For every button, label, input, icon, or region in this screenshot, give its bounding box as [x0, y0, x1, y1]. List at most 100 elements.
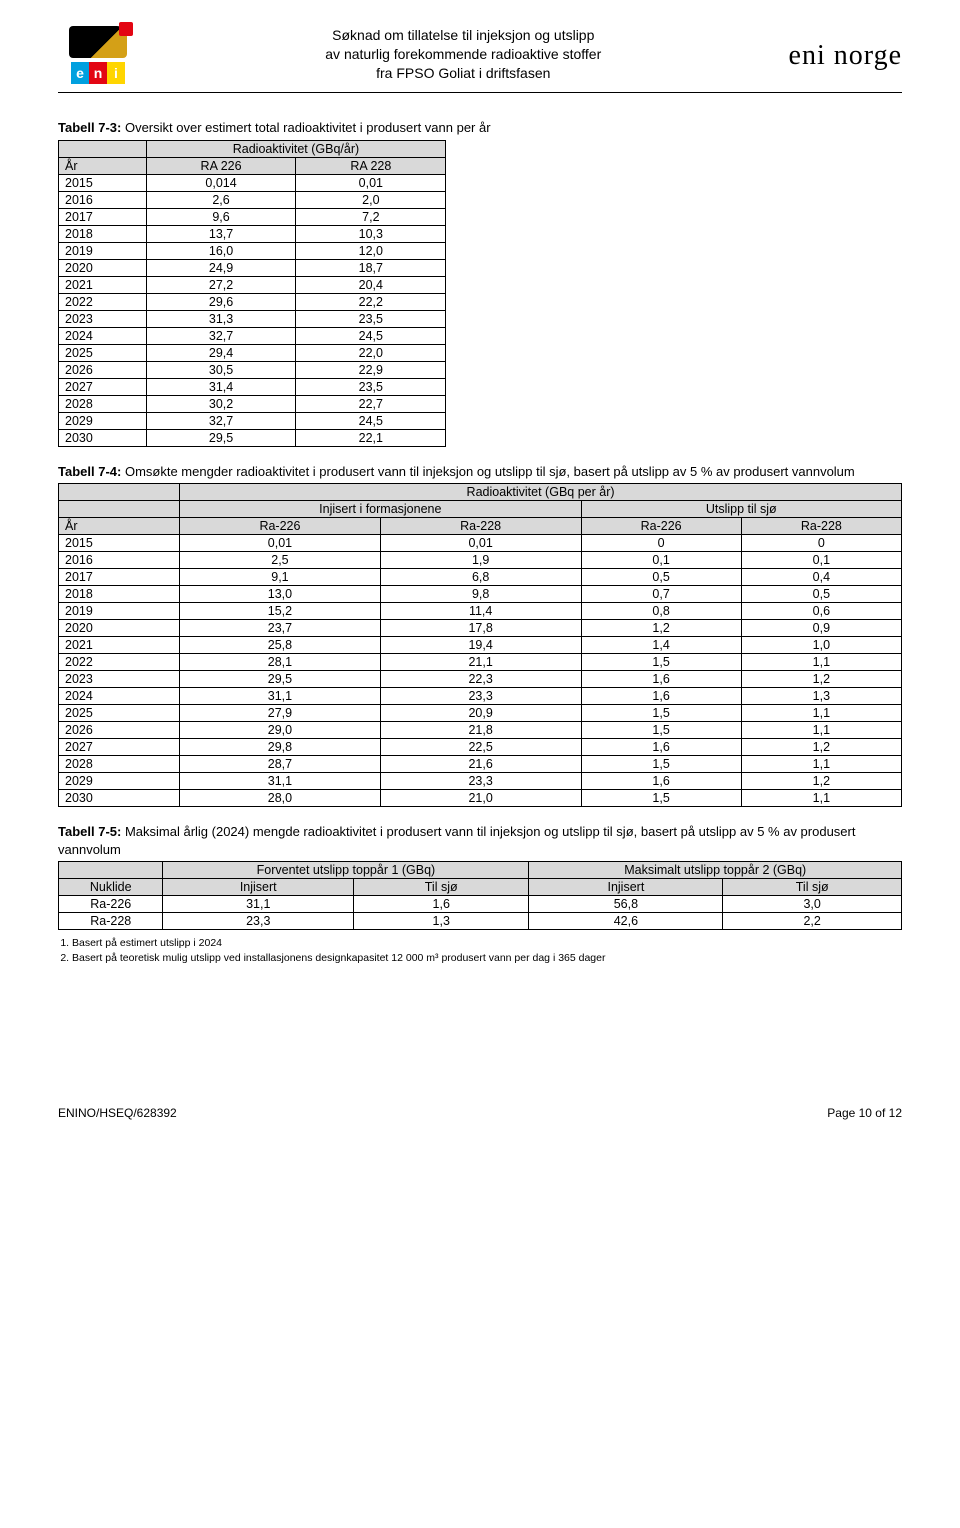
table-cell: 2023 — [59, 310, 147, 327]
table-cell: 1,1 — [741, 756, 901, 773]
table-cell: 28,7 — [180, 756, 381, 773]
table-cell: 32,7 — [146, 327, 296, 344]
table-cell: 0,01 — [380, 535, 581, 552]
table-cell: 2018 — [59, 586, 180, 603]
caption-text: Oversikt over estimert total radioaktivi… — [121, 120, 490, 135]
table-7-4-caption: Tabell 7-4: Omsøkte mengder radioaktivit… — [58, 463, 902, 481]
table-row: 202529,422,0 — [59, 344, 446, 361]
title-line-1: Søknad om tillatelse til injeksjon og ut… — [148, 26, 779, 45]
table-cell: 2017 — [59, 208, 147, 225]
table-row: 202731,423,5 — [59, 378, 446, 395]
table-cell: 2,0 — [296, 191, 446, 208]
table-row: 202932,724,5 — [59, 412, 446, 429]
table-cell: 1,5 — [581, 722, 741, 739]
table-cell: 2028 — [59, 395, 147, 412]
table-cell: 29,5 — [180, 671, 381, 688]
table-cell: 0,5 — [741, 586, 901, 603]
table-row: 202629,021,81,51,1 — [59, 722, 902, 739]
table-cell: 10,3 — [296, 225, 446, 242]
table-cell: 24,9 — [146, 259, 296, 276]
table-row: 202630,522,9 — [59, 361, 446, 378]
table-row: 20162,51,90,10,1 — [59, 552, 902, 569]
t75-col-inj1: Injisert — [163, 879, 354, 896]
table-cell: 1,6 — [581, 739, 741, 756]
eni-dog-icon — [69, 26, 127, 58]
table-row: 202125,819,41,41,0 — [59, 637, 902, 654]
t74-col-2: Ra-226 — [581, 518, 741, 535]
table-cell: 21,6 — [380, 756, 581, 773]
table-row: Ra-22823,31,342,62,2 — [59, 913, 902, 930]
t75-head-a: Forventet utslipp toppår 1 (GBq) — [163, 862, 529, 879]
table-row: 202527,920,91,51,1 — [59, 705, 902, 722]
table-cell: 27,9 — [180, 705, 381, 722]
table-cell: 2023 — [59, 671, 180, 688]
table-cell: 15,2 — [180, 603, 381, 620]
eni-letter-e: e — [71, 62, 89, 84]
table-cell: 2016 — [59, 552, 180, 569]
footer-page-num: Page 10 of 12 — [827, 1106, 902, 1120]
table-cell: 0,9 — [741, 620, 901, 637]
table-cell: 7,2 — [296, 208, 446, 225]
table-cell: 1,1 — [741, 722, 901, 739]
table-row: 202329,522,31,61,2 — [59, 671, 902, 688]
table-cell: 23,5 — [296, 310, 446, 327]
table-cell: 2016 — [59, 191, 147, 208]
t75-col-inj2: Injisert — [529, 879, 723, 896]
caption-text: Omsøkte mengder radioaktivitet i produse… — [121, 464, 854, 479]
table-cell: 9,8 — [380, 586, 581, 603]
table-row: 202431,123,31,61,3 — [59, 688, 902, 705]
table-cell: 9,6 — [146, 208, 296, 225]
table-cell: 2021 — [59, 276, 147, 293]
table-cell: 1,5 — [581, 705, 741, 722]
title-line-3: fra FPSO Goliat i driftsfasen — [148, 64, 779, 83]
t74-col-0: Ra-226 — [180, 518, 381, 535]
table-cell: 6,8 — [380, 569, 581, 586]
table-7-5-footnotes: Basert på estimert utslipp i 2024 Basert… — [58, 936, 902, 965]
table-cell: 1,3 — [354, 913, 529, 930]
table-row: 203028,021,01,51,1 — [59, 790, 902, 807]
table-cell: 21,8 — [380, 722, 581, 739]
table-cell: 22,9 — [296, 361, 446, 378]
table-row: 202931,123,31,61,2 — [59, 773, 902, 790]
table-cell: 29,4 — [146, 344, 296, 361]
table-cell: 23,3 — [163, 913, 354, 930]
eni-letter-i: i — [107, 62, 125, 84]
table-7-3-caption: Tabell 7-3: Oversikt over estimert total… — [58, 119, 902, 137]
table-cell: 1,0 — [741, 637, 901, 654]
table-7-4: Radioaktivitet (GBq per år) Injisert i f… — [58, 483, 902, 807]
table-cell: 2,6 — [146, 191, 296, 208]
table-cell: 0 — [741, 535, 901, 552]
caption-bold: Tabell 7-5: — [58, 824, 121, 839]
table-row: Ra-22631,11,656,83,0 — [59, 896, 902, 913]
table-cell: Ra-226 — [59, 896, 163, 913]
table-cell: 1,2 — [581, 620, 741, 637]
table-cell: 19,4 — [380, 637, 581, 654]
t74-col-1: Ra-228 — [380, 518, 581, 535]
table-cell: 2,5 — [180, 552, 381, 569]
table-cell: 1,3 — [741, 688, 901, 705]
table-cell: 22,1 — [296, 429, 446, 446]
table-cell: 11,4 — [380, 603, 581, 620]
eni-wordmark: e n i — [71, 62, 125, 84]
table-row: 20150,0140,01 — [59, 174, 446, 191]
table-cell: 1,2 — [741, 739, 901, 756]
t73-col-year: År — [59, 157, 147, 174]
t73-col-ra228: RA 228 — [296, 157, 446, 174]
eni-logo-left: e n i — [58, 26, 138, 84]
table-cell: 56,8 — [529, 896, 723, 913]
page-footer: ENINO/HSEQ/628392 Page 10 of 12 — [58, 1106, 902, 1120]
table-cell: 23,7 — [180, 620, 381, 637]
table-cell: 0,8 — [581, 603, 741, 620]
table-cell: 22,2 — [296, 293, 446, 310]
table-cell: 13,0 — [180, 586, 381, 603]
table-cell: 1,2 — [741, 671, 901, 688]
table-cell: 13,7 — [146, 225, 296, 242]
caption-bold: Tabell 7-3: — [58, 120, 121, 135]
table-row: 20179,16,80,50,4 — [59, 569, 902, 586]
table-cell: 24,5 — [296, 327, 446, 344]
table-cell: 2030 — [59, 790, 180, 807]
t75-col-sea1: Til sjø — [354, 879, 529, 896]
table-row: 20179,67,2 — [59, 208, 446, 225]
table-row: 201813,09,80,70,5 — [59, 586, 902, 603]
table-cell: 2030 — [59, 429, 147, 446]
